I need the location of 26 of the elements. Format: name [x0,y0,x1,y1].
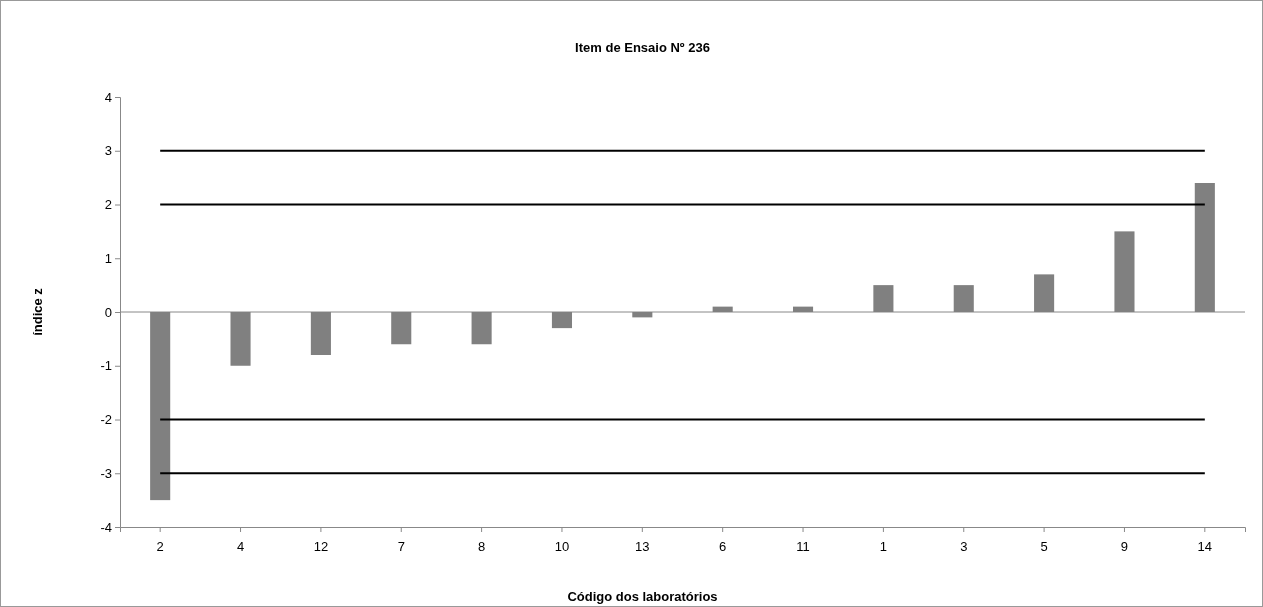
x-tick-label: 8 [477,538,486,554]
x-tick-label: 1 [879,538,888,554]
x-tick-label: 7 [397,538,405,554]
y-tick-label: 3 [104,143,112,159]
x-tick-label: 3 [960,538,968,554]
y-tick-label: -2 [100,412,112,428]
x-tick-label: 13 [635,538,650,554]
y-tick-label: 4 [104,89,112,105]
y-tick-label: 0 [104,304,112,320]
x-tick-label: 10 [554,538,570,554]
x-tick-label: 14 [1197,538,1213,554]
y-tick-label: -1 [100,358,112,374]
y-tick-label: 1 [104,250,112,266]
y-tick-label: -4 [100,519,112,535]
y-axis-title: índice z [30,287,45,336]
x-tick-label: 9 [1120,538,1129,554]
x-tick-label: 2 [156,538,164,554]
x-tick-label: 11 [796,538,810,554]
x-tick-label: 5 [1040,538,1048,554]
x-axis-title: Código dos laboratórios [567,589,718,604]
y-tick-label: -3 [100,465,112,481]
chart-title: Item de Ensaio Nº 236 [575,40,710,55]
x-tick-label: 12 [313,538,329,554]
x-tick-label: 6 [719,538,727,554]
x-tick-label: 4 [236,538,245,554]
y-tick-label: 2 [104,197,112,213]
